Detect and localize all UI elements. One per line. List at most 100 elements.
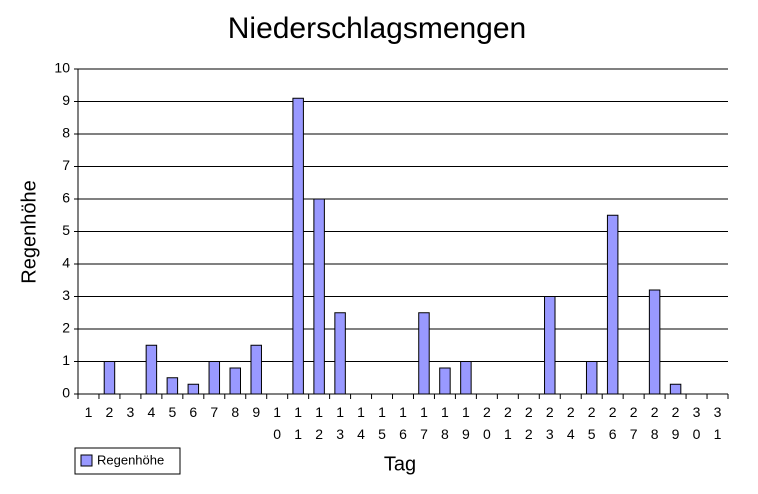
x-tick-digit: 1 <box>273 404 281 420</box>
x-tick-digit: 2 <box>525 426 533 442</box>
x-tick-digit: 1 <box>462 404 470 420</box>
x-tick-label: 1 <box>85 404 93 420</box>
x-tick-digit: 4 <box>567 426 575 442</box>
x-tick-label: 8 <box>231 404 239 420</box>
bar <box>544 296 556 395</box>
x-tick-digit: 3 <box>546 426 554 442</box>
x-tick-digit: 1 <box>85 404 93 420</box>
bar <box>334 312 346 395</box>
x-tick-label: 4 <box>147 404 155 420</box>
x-tick-digit: 2 <box>546 404 554 420</box>
x-tick-digit: 2 <box>525 404 533 420</box>
y-tick-label: 3 <box>62 287 70 303</box>
x-tick-digit: 3 <box>693 404 701 420</box>
bar <box>250 344 262 395</box>
x-tick-digit: 4 <box>357 426 365 442</box>
x-tick-label: 6 <box>189 404 197 420</box>
x-tick-digit: 8 <box>651 426 659 442</box>
x-tick-digit: 9 <box>672 426 680 442</box>
bar <box>585 361 598 395</box>
bar <box>292 97 304 395</box>
y-tick-label: 6 <box>62 190 70 206</box>
x-tick-label: 5 <box>168 404 176 420</box>
y-tick-label: 7 <box>62 157 70 173</box>
y-tick-label: 0 <box>62 385 70 401</box>
x-tick-label: 2 <box>106 404 114 420</box>
x-tick-digit: 7 <box>210 404 218 420</box>
x-tick-digit: 1 <box>714 426 722 442</box>
x-tick-digit: 1 <box>420 404 428 420</box>
x-tick-digit: 5 <box>378 426 386 442</box>
x-tick-digit: 0 <box>483 426 491 442</box>
x-tick-digit: 5 <box>588 426 596 442</box>
x-tick-digit: 7 <box>630 426 638 442</box>
x-tick-digit: 2 <box>588 404 596 420</box>
x-tick-digit: 1 <box>378 404 386 420</box>
x-axis-label: Tag <box>384 453 416 475</box>
x-tick-label: 9 <box>252 404 260 420</box>
x-tick-digit: 6 <box>189 404 197 420</box>
x-tick-digit: 4 <box>147 404 155 420</box>
x-tick-digit: 8 <box>441 426 449 442</box>
x-tick-digit: 8 <box>231 404 239 420</box>
legend: Regenhöhe <box>74 447 181 475</box>
y-tick-label: 4 <box>62 255 70 271</box>
x-tick-digit: 3 <box>127 404 135 420</box>
bar <box>669 383 682 395</box>
x-tick-digit: 3 <box>714 404 722 420</box>
x-tick-digit: 1 <box>294 404 302 420</box>
x-tick-digit: 5 <box>168 404 176 420</box>
x-tick-digit: 2 <box>651 404 659 420</box>
x-tick-digit: 1 <box>336 404 344 420</box>
x-tick-digit: 9 <box>252 404 260 420</box>
bar <box>313 198 325 395</box>
x-tick-label: 3 <box>127 404 135 420</box>
x-tick-digit: 6 <box>609 426 617 442</box>
legend-swatch <box>80 454 93 467</box>
x-tick-label: 7 <box>210 404 218 420</box>
bar <box>648 289 661 395</box>
bar <box>229 367 241 395</box>
x-tick-digit: 7 <box>420 426 428 442</box>
x-tick-digit: 2 <box>609 404 617 420</box>
x-tick-digit: 1 <box>399 404 407 420</box>
x-tick-digit: 2 <box>567 404 575 420</box>
legend-label: Regenhöhe <box>97 452 164 467</box>
bar <box>187 383 200 395</box>
y-tick-label: 8 <box>62 125 70 141</box>
x-tick-digit: 2 <box>672 404 680 420</box>
y-tick-label: 5 <box>62 222 70 238</box>
x-tick-digit: 0 <box>693 426 701 442</box>
bar <box>103 361 116 395</box>
x-tick-digit: 6 <box>399 426 407 442</box>
x-tick-digit: 2 <box>630 404 638 420</box>
x-tick-digit: 1 <box>357 404 365 420</box>
bar <box>166 377 179 395</box>
x-tick-digit: 9 <box>462 426 470 442</box>
y-tick-label: 10 <box>54 60 70 76</box>
bar <box>145 344 158 395</box>
x-tick-digit: 1 <box>504 426 512 442</box>
x-tick-digit: 1 <box>315 404 323 420</box>
bar <box>460 361 472 395</box>
x-tick-digit: 2 <box>315 426 323 442</box>
